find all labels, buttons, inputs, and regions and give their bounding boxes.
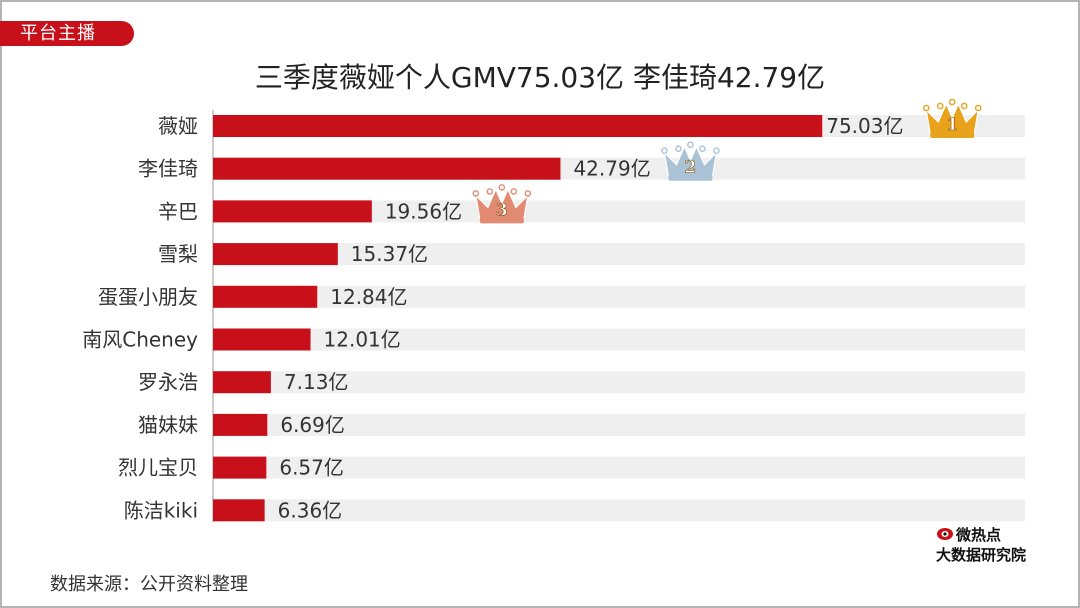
category-label: 南风Cheney — [82, 328, 198, 352]
weibo-eye-icon — [937, 528, 953, 540]
svg-text:1: 1 — [946, 115, 958, 135]
value-label: 6.36亿 — [278, 498, 343, 522]
value-label: 6.69亿 — [280, 413, 345, 437]
category-tag: 平台主播 — [0, 21, 134, 46]
bar-track — [213, 243, 1025, 266]
value-label: 7.13亿 — [284, 370, 349, 394]
logo-line1: 微热点 — [956, 526, 1002, 544]
value-label: 19.56亿 — [385, 199, 462, 223]
value-label: 6.57亿 — [279, 456, 344, 480]
category-label: 陈洁kiki — [124, 498, 198, 522]
publisher-logo: 微热点 大数据研究院 — [934, 522, 1044, 566]
bar-track — [213, 200, 1025, 223]
category-label: 蛋蛋小朋友 — [98, 285, 198, 309]
category-label: 猫妹妹 — [138, 413, 198, 437]
category-label: 雪梨 — [158, 242, 198, 266]
bar — [213, 115, 823, 137]
bar — [213, 413, 268, 436]
bar-track — [213, 499, 1025, 522]
silver-crown-icon: 2 — [661, 141, 720, 181]
data-source-note: 数据来源：公开资料整理 — [50, 574, 248, 595]
bar-track — [213, 328, 1025, 351]
category-label: 罗永浩 — [138, 370, 198, 394]
svg-text:2: 2 — [685, 158, 697, 178]
bar — [213, 157, 561, 180]
category-label: 烈儿宝贝 — [118, 456, 198, 480]
bar — [213, 371, 271, 394]
value-label: 75.03亿 — [826, 114, 903, 138]
bar — [213, 328, 311, 351]
logo-line2: 大数据研究院 — [936, 546, 1027, 564]
category-label: 薇娅 — [158, 114, 198, 138]
bar-track — [213, 371, 1025, 394]
bar-track — [213, 285, 1025, 308]
bronze-crown-icon: 3 — [472, 184, 532, 224]
gold-crown-icon: 1 — [922, 98, 982, 138]
bar — [213, 200, 372, 223]
svg-text:3: 3 — [496, 200, 508, 220]
value-label: 12.84亿 — [330, 285, 407, 309]
bar — [213, 285, 318, 308]
value-label: 12.01亿 — [324, 328, 401, 352]
bar-track — [213, 413, 1025, 436]
category-label: 李佳琦 — [138, 157, 198, 181]
chart-title: 三季度薇娅个人GMV75.03亿 李佳琦42.79亿 — [254, 61, 826, 94]
value-label: 42.79亿 — [573, 157, 650, 181]
category-label: 辛巴 — [158, 199, 198, 223]
bar-track — [213, 456, 1025, 479]
value-label: 15.37亿 — [351, 242, 428, 266]
bar — [213, 456, 267, 479]
bar — [213, 243, 338, 266]
bar — [213, 499, 265, 522]
